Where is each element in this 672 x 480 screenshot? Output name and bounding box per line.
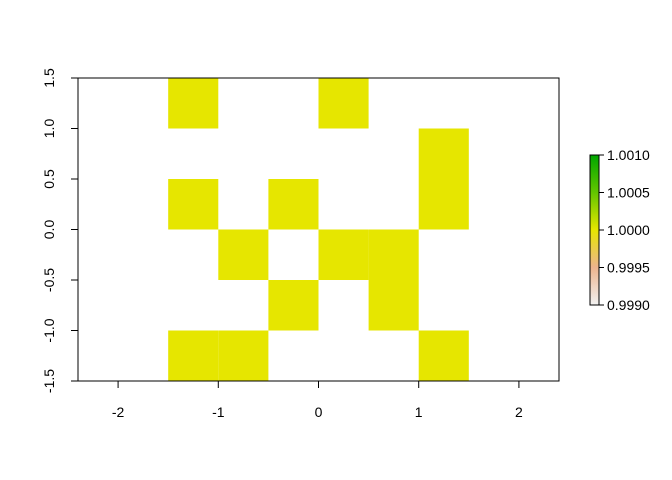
heatmap-cell [268,179,319,230]
x-tick-label: 0 [315,404,323,420]
color-legend: 0.9990 0.9995 1.0000 1.0005 1.0010 [589,147,650,313]
y-axis: -1.5 -1.0 -0.5 0.0 0.5 1.0 1.5 [41,68,79,393]
y-tick-label: -1.5 [41,369,57,393]
x-axis: -2 -1 0 1 2 [112,380,523,420]
heatmap-cell [168,330,219,381]
heatmap-cell [268,280,319,331]
y-tick-label: 1.5 [41,68,57,88]
heatmap-cell [218,330,269,381]
y-tick-label: -1.0 [41,318,57,342]
legend-color-bar [590,155,599,305]
heatmap-cell [168,179,219,230]
legend-tick-label: 0.9990 [607,297,650,313]
heatmap-cell [218,229,269,280]
y-tick-label: 0.0 [41,220,57,240]
legend-tick-label: 1.0005 [607,185,650,201]
y-tick-label: 0.5 [41,169,57,189]
legend-tick-label: 1.0010 [607,147,650,163]
x-tick-label: -1 [212,404,225,420]
y-tick-label: 1.0 [41,119,57,139]
x-tick-label: 1 [415,404,423,420]
legend-tick-label: 0.9995 [607,260,650,276]
x-tick-label: -2 [112,404,125,420]
heatmap-cell [418,330,469,381]
heatmap-cell [418,179,469,230]
x-tick-label: 2 [515,404,523,420]
heatmap-cell [368,280,419,331]
legend-tick-label: 1.0000 [607,222,650,238]
heatmap-cell [368,229,419,280]
heatmap-cells [168,78,469,381]
heatmap-cell [418,128,469,179]
y-tick-label: -0.5 [41,268,57,292]
heatmap-cell [318,78,369,129]
heatmap-cell [168,78,219,129]
heatmap-cell [318,229,369,280]
